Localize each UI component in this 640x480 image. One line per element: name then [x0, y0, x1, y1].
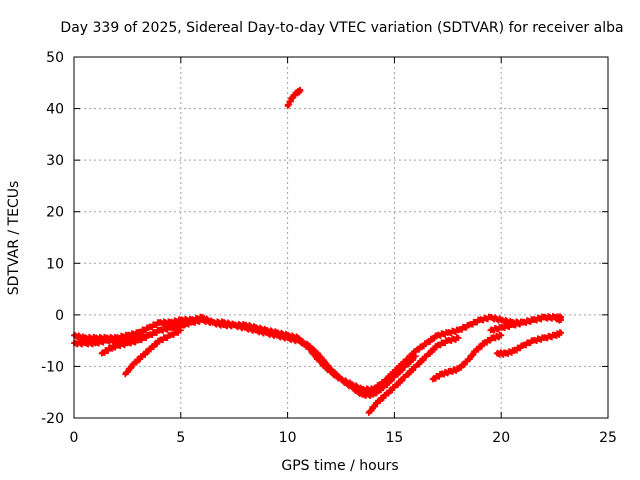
data-point-fill [420, 343, 427, 350]
data-point-fill [427, 350, 433, 357]
y-tick-label: 20 [46, 205, 64, 221]
axis-ticks: 0 5 10 15 20 25 -20 -10 0 10 20 30 40 50 [41, 50, 617, 446]
data-point-fill [399, 377, 406, 384]
series-arc-j [487, 313, 565, 334]
data-point-fill [405, 361, 412, 368]
data-point [558, 314, 565, 321]
data-point-fill [378, 387, 385, 394]
data-point-fill [416, 346, 423, 353]
data-point [297, 87, 304, 94]
data-point-fill [431, 346, 438, 353]
data-point [558, 329, 565, 336]
plot-border [73, 56, 609, 419]
data-point-fill [431, 335, 438, 342]
data-point [455, 335, 462, 342]
x-tick-label: 0 [70, 430, 79, 446]
chart-title: Day 339 of 2025, Sidereal Day-to-day VTE… [60, 20, 623, 36]
series-arc-c [98, 318, 191, 357]
data-point-fill [394, 381, 401, 388]
data-point [498, 332, 505, 339]
series-arc-g [365, 334, 462, 416]
data-point-fill [410, 367, 417, 374]
data-point [177, 327, 184, 334]
x-tick-label: 15 [385, 430, 403, 446]
x-tick-label: 5 [176, 430, 185, 446]
series-arc-h [429, 331, 505, 383]
x-axis-label: GPS time / hours [281, 458, 398, 474]
series-arc-i [493, 329, 565, 358]
y-tick-label: -20 [41, 411, 64, 427]
x-tick-label: 20 [492, 430, 510, 446]
data-point-fill [373, 390, 380, 397]
series-arc-d [122, 326, 184, 378]
data-point [184, 319, 191, 326]
x-tick-label: 25 [599, 430, 617, 446]
data-point-fill [405, 371, 412, 378]
series-arc-e [284, 86, 304, 109]
data-point-fill [384, 381, 391, 388]
data-point-fill [388, 377, 395, 384]
x-tick-label: 10 [279, 430, 297, 446]
data-point-fill [410, 356, 417, 363]
y-tick-label: 0 [55, 308, 64, 324]
data-point-fill [420, 356, 427, 363]
y-tick-label: 10 [46, 256, 64, 272]
y-tick-label: 30 [46, 153, 64, 169]
data-point-fill [394, 371, 401, 378]
y-tick-label: 40 [46, 102, 64, 118]
y-tick-label: 50 [46, 50, 64, 66]
y-tick-label: -10 [41, 359, 64, 375]
data-point-fill [427, 338, 433, 345]
y-axis-label: SDTVAR / TECUs [6, 181, 22, 296]
data-point-fill [399, 367, 406, 374]
data-point-fill [416, 361, 423, 368]
data-series [71, 86, 565, 416]
grid [74, 57, 608, 418]
data-point [412, 353, 419, 360]
series-arc-f [295, 337, 419, 399]
